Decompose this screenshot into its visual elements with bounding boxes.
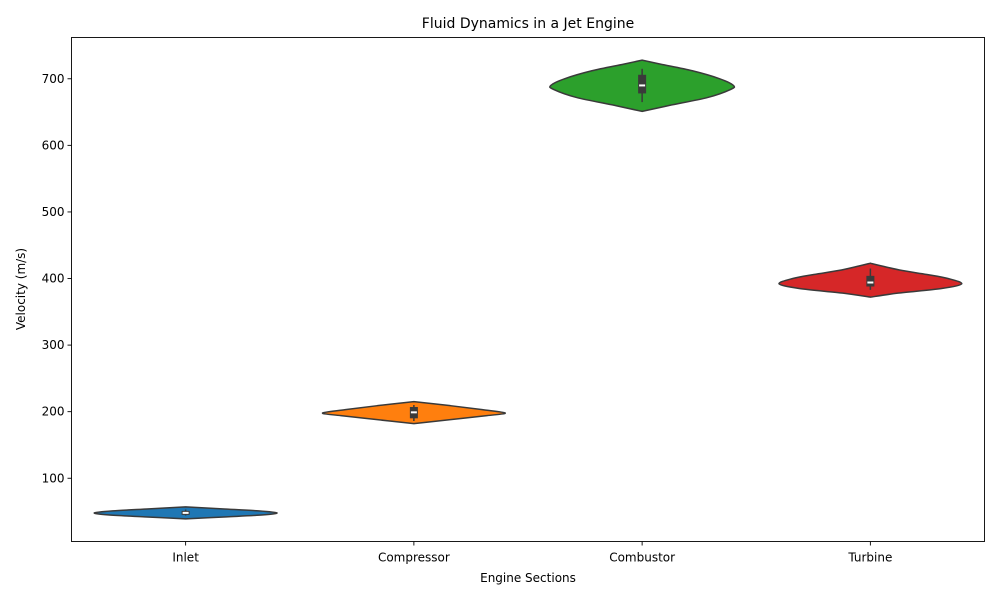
- violin-iqr-box: [866, 275, 875, 287]
- y-tick-label: 100: [42, 471, 65, 485]
- axes-frame: [71, 37, 985, 542]
- chart-title: Fluid Dynamics in a Jet Engine: [422, 16, 634, 32]
- x-axis-ticks: Inlet Compressor Combustor Turbine: [172, 541, 892, 565]
- y-tick-label: 500: [42, 205, 65, 219]
- y-tick-label: 200: [42, 405, 65, 419]
- y-tick-label: 400: [42, 272, 65, 286]
- violin-median: [182, 511, 189, 514]
- plot-area: [93, 59, 963, 520]
- violin-turbine: [778, 262, 963, 298]
- y-tick-label: 700: [42, 72, 65, 86]
- violin-median: [639, 84, 646, 87]
- y-tick-label: 600: [42, 138, 65, 152]
- x-tick-label: Combustor: [609, 551, 675, 565]
- x-tick-label: Inlet: [172, 551, 199, 565]
- violin-compressor: [321, 400, 506, 425]
- y-axis-label: Velocity (m/s): [14, 248, 28, 330]
- violin-median: [410, 411, 417, 414]
- violin-median: [867, 281, 874, 284]
- violin-combustor: [549, 59, 736, 113]
- y-tick-label: 300: [42, 338, 65, 352]
- x-tick-label: Compressor: [378, 551, 450, 565]
- violin-inlet: [93, 506, 278, 520]
- violin-iqr-box: [638, 74, 647, 94]
- y-axis-ticks: 100 200 300 400 500 600 700: [42, 72, 72, 485]
- x-axis-label: Engine Sections: [480, 571, 576, 585]
- x-tick-label: Turbine: [847, 551, 892, 565]
